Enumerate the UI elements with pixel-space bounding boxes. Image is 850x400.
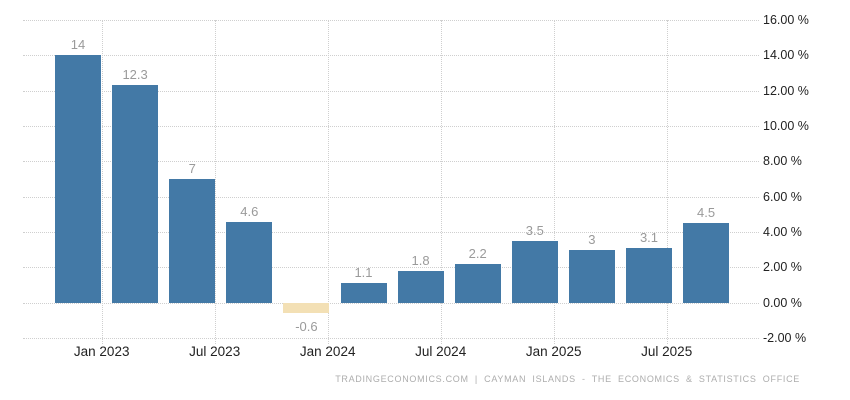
data-point-label: 1.1: [354, 265, 373, 281]
data-point-label: 1.8: [411, 253, 430, 269]
y-axis-tick-label: -2.00 %: [763, 331, 807, 346]
y-gridline: [23, 232, 759, 234]
data-bar[interactable]: [683, 223, 730, 303]
y-gridline: [23, 90, 759, 92]
data-bar[interactable]: [226, 221, 273, 303]
y-gridline: [23, 126, 759, 128]
data-bar[interactable]: [397, 271, 444, 303]
data-bar[interactable]: [55, 55, 101, 303]
x-axis-tick-label: Jul 2023: [189, 344, 241, 359]
y-axis-tick-label: 8.00 %: [763, 154, 802, 169]
x-gridline: [440, 20, 442, 345]
data-point-label: 3: [588, 231, 596, 247]
y-axis-tick-label: 2.00 %: [763, 260, 802, 275]
y-gridline: [23, 55, 759, 57]
y-axis-tick-label: 14.00 %: [763, 48, 809, 63]
x-gridline: [214, 20, 216, 345]
x-gridline: [666, 20, 668, 345]
data-point-label: 14: [70, 37, 86, 53]
y-axis-tick-label: 0.00 %: [763, 295, 802, 310]
x-gridline: [327, 20, 329, 345]
x-axis-tick-label: Jan 2025: [525, 344, 582, 359]
data-point-label: 7: [188, 161, 196, 177]
data-bar[interactable]: [340, 283, 387, 303]
chart-attribution: TRADINGECONOMICS.COM | CAYMAN ISLANDS - …: [335, 374, 800, 384]
data-bar[interactable]: [283, 302, 330, 314]
y-gridline: [23, 196, 759, 198]
data-point-label: 12.3: [122, 67, 148, 83]
data-point-label: 3.1: [639, 230, 659, 246]
data-bar[interactable]: [169, 179, 216, 303]
x-axis-tick-label: Jan 2023: [73, 344, 130, 359]
x-axis-tick-label: Jul 2025: [641, 344, 693, 359]
y-gridline: [23, 161, 759, 163]
x-gridline: [101, 20, 103, 345]
data-bar[interactable]: [112, 85, 159, 303]
data-bar[interactable]: [626, 248, 672, 303]
y-axis-tick-label: 6.00 %: [763, 189, 802, 204]
x-gridline: [553, 20, 555, 345]
y-gridline: [23, 19, 759, 21]
data-point-label: 3.5: [525, 222, 544, 238]
y-axis-tick-label: 12.00 %: [763, 83, 809, 98]
data-point-label: -0.6: [295, 319, 318, 335]
data-point-label: 2.2: [468, 245, 487, 261]
x-axis-tick-label: Jul 2024: [415, 344, 467, 359]
y-axis-tick-label: 4.00 %: [763, 225, 802, 240]
y-gridline: [23, 302, 759, 304]
y-gridline: [23, 267, 759, 269]
y-axis-tick-label: 16.00 %: [763, 12, 809, 27]
y-axis-tick-label: 10.00 %: [763, 119, 809, 134]
data-bar[interactable]: [568, 249, 615, 303]
data-point-label: 4.5: [697, 205, 716, 221]
y-gridline: [23, 338, 759, 340]
data-point-label: 4.6: [240, 203, 259, 219]
data-bar[interactable]: [511, 240, 558, 303]
data-bar[interactable]: [454, 263, 501, 303]
x-axis-tick-label: Jan 2024: [299, 344, 356, 359]
